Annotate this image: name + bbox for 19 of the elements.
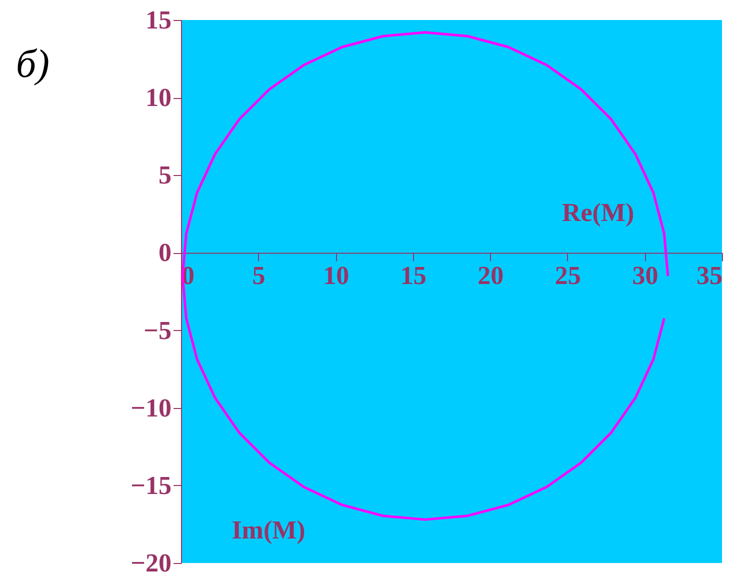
y-tick-label: 5 bbox=[158, 160, 172, 190]
x-tick-label: 35 bbox=[696, 261, 722, 290]
y-axis-title: Im(M) bbox=[232, 516, 306, 544]
y-tick-label: −15 bbox=[130, 470, 172, 500]
y-tick-label: −20 bbox=[130, 548, 172, 577]
x-tick-label: 15 bbox=[400, 261, 426, 290]
y-tick-label: 0 bbox=[158, 238, 172, 268]
y-tick-label: 10 bbox=[146, 83, 172, 112]
x-tick-label: 30 bbox=[632, 261, 658, 290]
x-tick-label: 25 bbox=[554, 261, 581, 290]
x-axis-title: Re(M) bbox=[562, 198, 634, 228]
text: б) bbox=[16, 41, 50, 86]
y-tick-label: −5 bbox=[144, 316, 172, 345]
x-tick-label: 5 bbox=[252, 261, 266, 290]
y-tick-label: −10 bbox=[130, 393, 172, 422]
x-tick-label: 10 bbox=[323, 261, 350, 290]
line-series bbox=[181, 31, 670, 521]
x-tick-label: 20 bbox=[478, 261, 504, 290]
y-tick-label: 15 bbox=[146, 6, 172, 34]
